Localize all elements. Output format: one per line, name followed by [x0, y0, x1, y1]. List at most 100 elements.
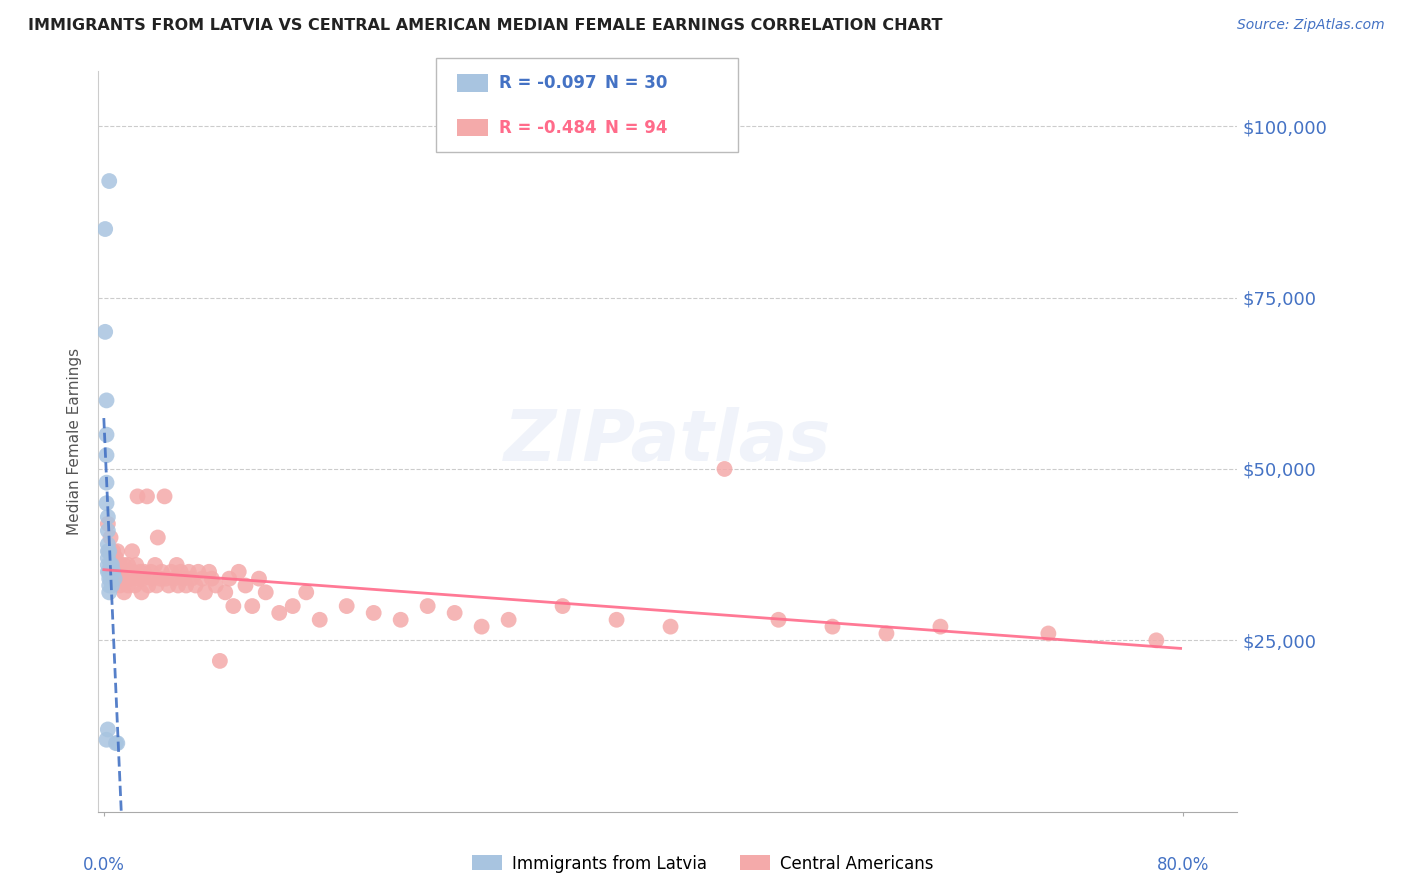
Point — [129, 565, 152, 579]
Point — [198, 565, 221, 579]
Point — [101, 558, 124, 572]
Point — [117, 558, 139, 572]
Legend: Immigrants from Latvia, Central Americans: Immigrants from Latvia, Central American… — [465, 848, 941, 880]
Point — [96, 448, 118, 462]
Point — [138, 578, 160, 592]
Point — [97, 544, 120, 558]
Point — [103, 572, 125, 586]
Point — [98, 585, 121, 599]
Point — [160, 565, 183, 579]
Point — [228, 565, 250, 579]
Point — [114, 565, 136, 579]
Point — [146, 531, 169, 545]
Text: ZIPatlas: ZIPatlas — [505, 407, 831, 476]
Point — [180, 572, 202, 586]
Point — [363, 606, 385, 620]
Point — [128, 572, 150, 586]
Point — [214, 585, 236, 599]
Point — [100, 572, 122, 586]
Point — [929, 619, 952, 633]
Point — [104, 572, 127, 586]
Point — [153, 489, 176, 503]
Point — [122, 565, 145, 579]
Point — [336, 599, 359, 613]
Point — [104, 736, 127, 750]
Point — [194, 585, 217, 599]
Point — [551, 599, 574, 613]
Point — [269, 606, 291, 620]
Point — [108, 578, 131, 592]
Point — [254, 585, 277, 599]
Point — [187, 565, 209, 579]
Point — [768, 613, 790, 627]
Point — [97, 551, 120, 566]
Point — [821, 619, 844, 633]
Point — [98, 578, 121, 592]
Point — [94, 222, 117, 236]
Point — [97, 524, 120, 538]
Point — [208, 654, 231, 668]
Point — [105, 736, 128, 750]
Point — [100, 558, 122, 572]
Point — [96, 475, 118, 490]
Point — [131, 585, 153, 599]
Point — [100, 531, 122, 545]
Point — [222, 599, 245, 613]
Point — [184, 578, 207, 592]
Point — [416, 599, 439, 613]
Point — [149, 572, 172, 586]
Point — [110, 565, 132, 579]
Point — [204, 578, 226, 592]
Point — [107, 572, 129, 586]
Point — [98, 572, 121, 586]
Point — [389, 613, 412, 627]
Point — [101, 578, 124, 592]
Point — [97, 537, 120, 551]
Point — [98, 544, 121, 558]
Point — [659, 619, 682, 633]
Point — [112, 558, 135, 572]
Point — [98, 174, 121, 188]
Point — [96, 496, 118, 510]
Point — [120, 572, 142, 586]
Point — [606, 613, 628, 627]
Point — [96, 393, 118, 408]
Text: N = 30: N = 30 — [605, 74, 666, 92]
Point — [875, 626, 897, 640]
Point — [295, 585, 318, 599]
Point — [281, 599, 304, 613]
Text: Source: ZipAtlas.com: Source: ZipAtlas.com — [1237, 18, 1385, 32]
Point — [97, 558, 120, 572]
Point — [104, 565, 127, 579]
Point — [443, 606, 465, 620]
Point — [172, 572, 194, 586]
Point — [145, 578, 167, 592]
Point — [111, 572, 134, 586]
Point — [124, 578, 146, 592]
Point — [218, 572, 240, 586]
Point — [121, 544, 143, 558]
Point — [235, 578, 257, 592]
Point — [167, 578, 190, 592]
Point — [155, 572, 177, 586]
Point — [104, 551, 127, 566]
Point — [125, 558, 148, 572]
Point — [177, 565, 200, 579]
Point — [98, 544, 121, 558]
Point — [141, 572, 163, 586]
Text: IMMIGRANTS FROM LATVIA VS CENTRAL AMERICAN MEDIAN FEMALE EARNINGS CORRELATION CH: IMMIGRANTS FROM LATVIA VS CENTRAL AMERIC… — [28, 18, 942, 33]
Point — [471, 619, 494, 633]
Point — [174, 578, 197, 592]
Point — [115, 572, 138, 586]
Point — [127, 489, 149, 503]
Text: 80.0%: 80.0% — [1157, 856, 1209, 874]
Point — [105, 544, 128, 558]
Point — [157, 578, 180, 592]
Point — [150, 565, 173, 579]
Point — [101, 565, 124, 579]
Point — [96, 427, 118, 442]
Point — [117, 578, 139, 592]
Point — [132, 572, 155, 586]
Point — [136, 489, 159, 503]
Point — [97, 723, 120, 737]
